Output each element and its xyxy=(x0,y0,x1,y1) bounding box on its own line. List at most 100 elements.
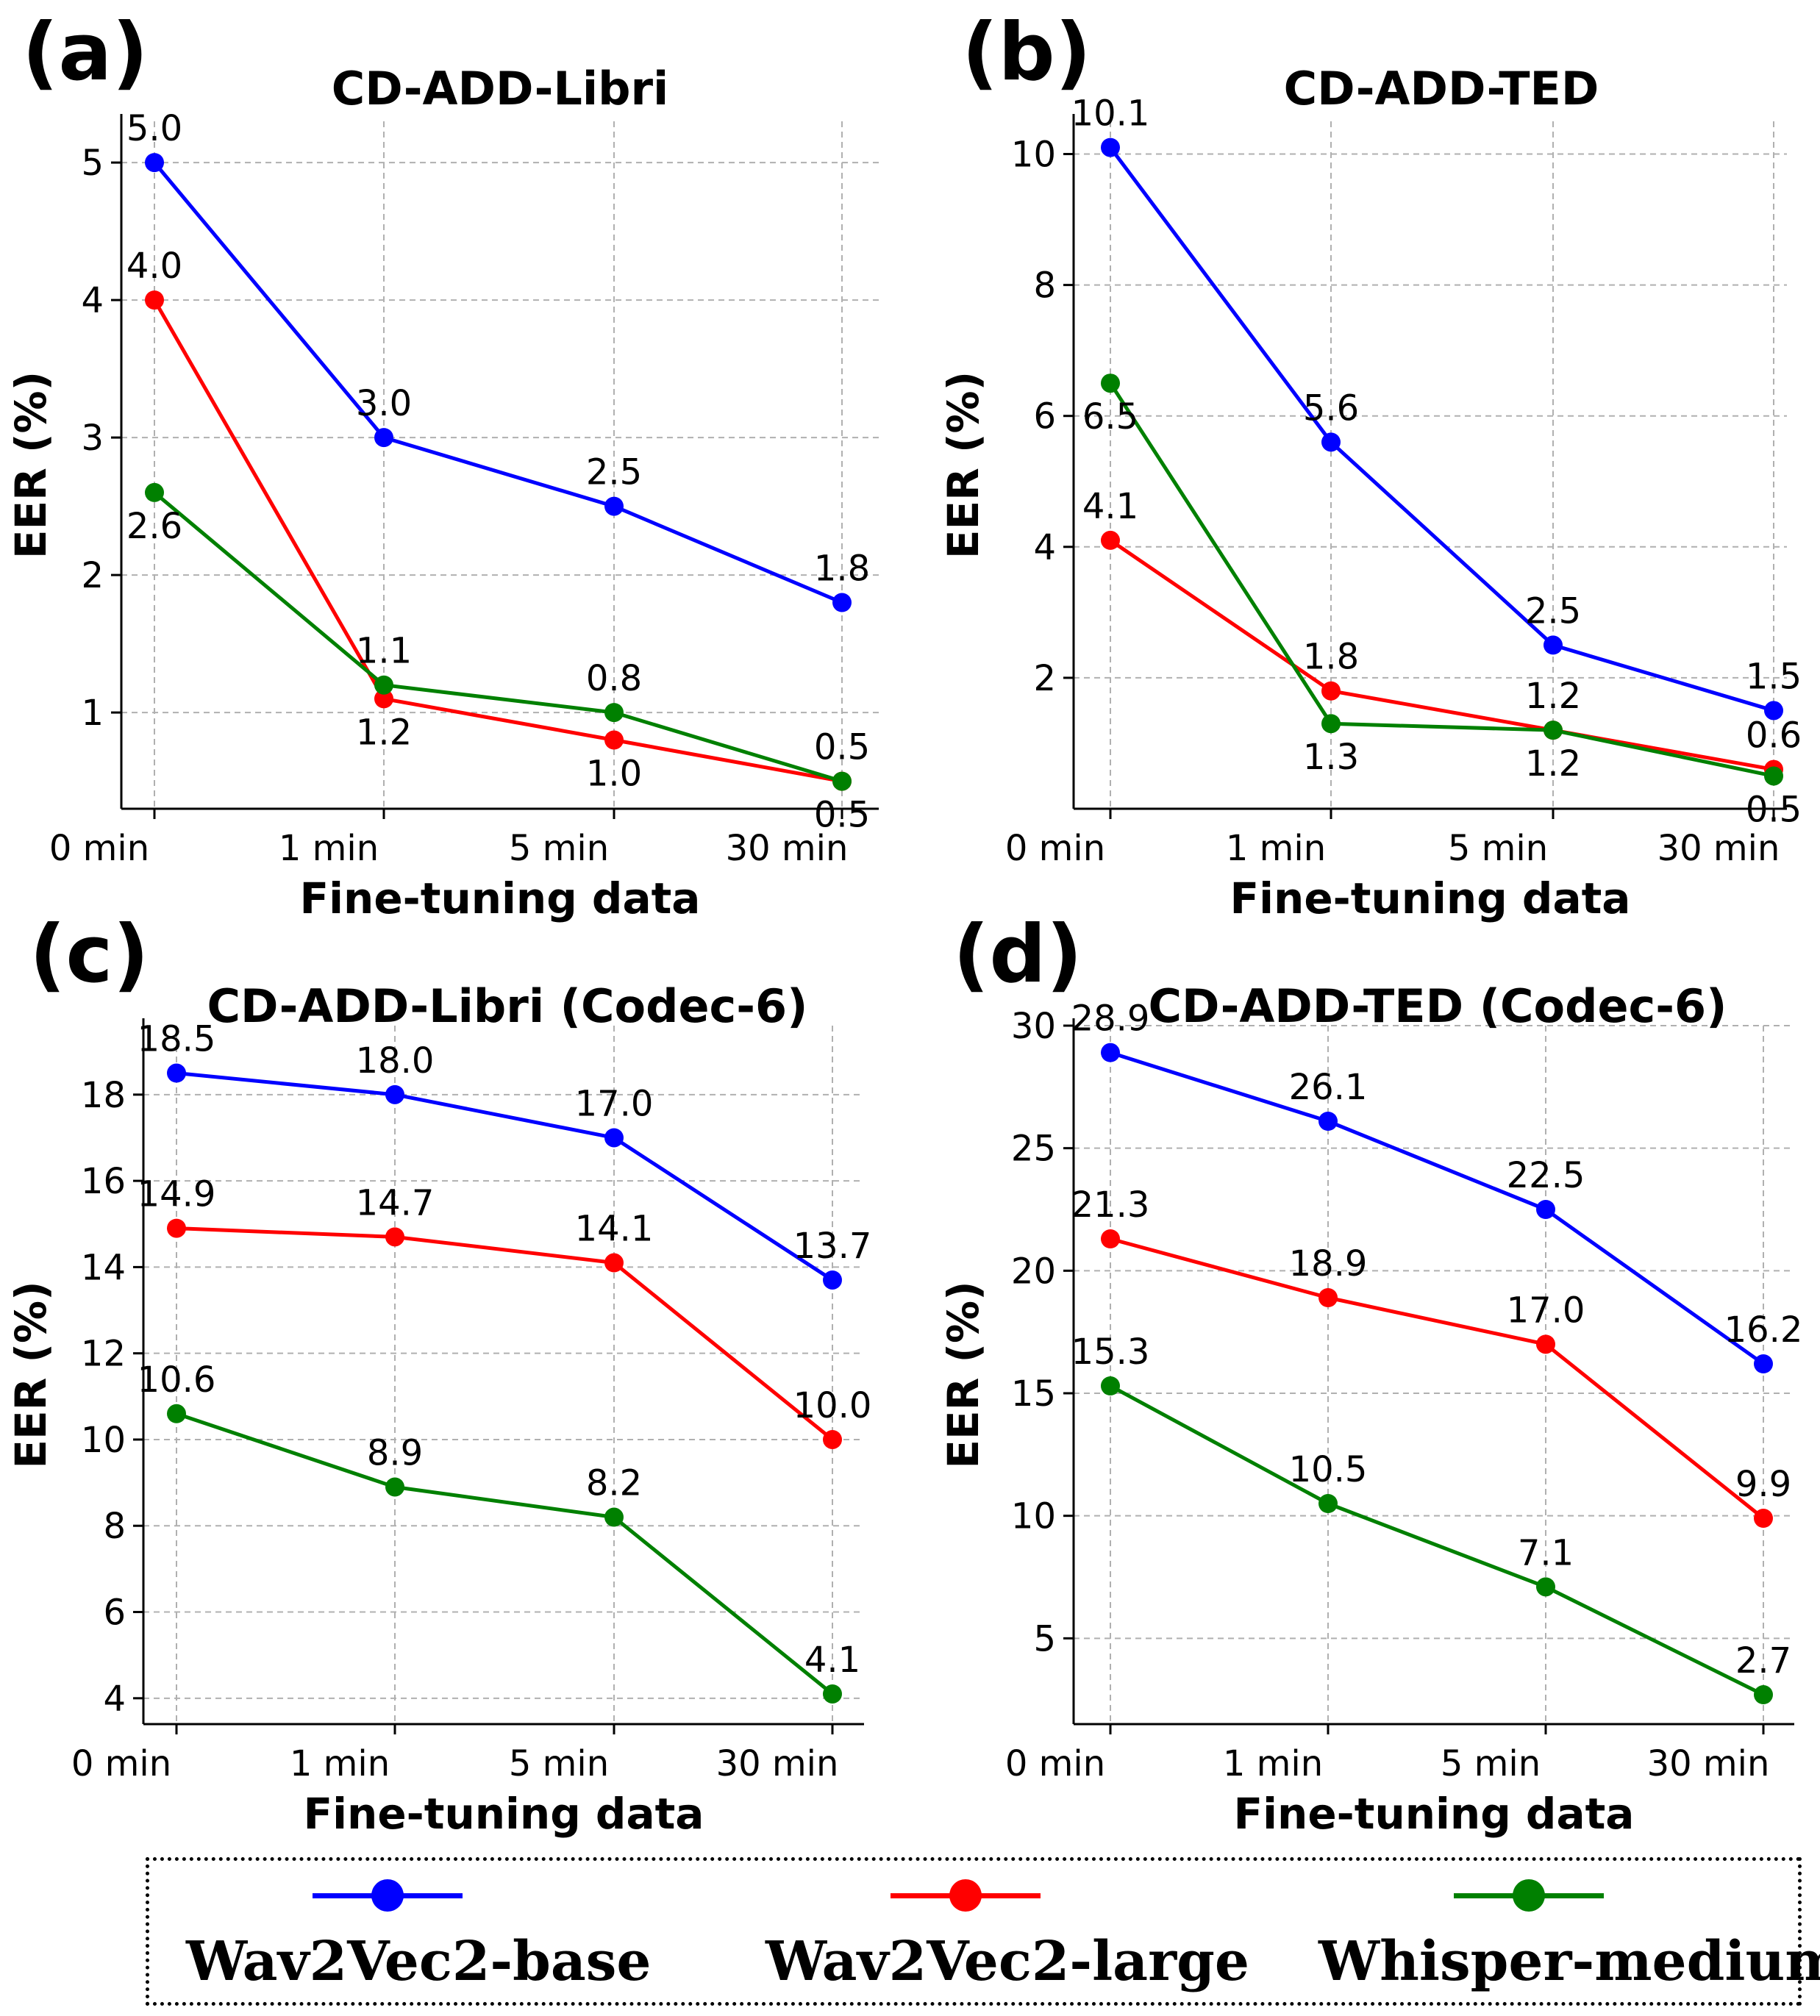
y-tick-label: 8 xyxy=(103,1506,126,1547)
data-label-whisper-medium: 6.5 xyxy=(1082,396,1138,437)
panel-tag-d: (d) xyxy=(953,909,1083,1001)
y-tick-label: 5 xyxy=(81,143,104,184)
data-label-wav2vec2-base: 28.9 xyxy=(1071,998,1150,1040)
data-point-whisper-medium xyxy=(385,1477,404,1497)
x-tick-label: 0 min xyxy=(49,828,149,869)
x-axis-label: Fine-tuning data xyxy=(1234,1789,1635,1839)
data-label-whisper-medium: 7.1 xyxy=(1518,1532,1574,1573)
series-line-whisper-medium xyxy=(153,490,843,783)
data-label-wav2vec2-base: 1.8 xyxy=(814,548,870,590)
y-tick-label: 6 xyxy=(103,1593,126,1634)
data-label-wav2vec2-large: 14.1 xyxy=(575,1209,654,1250)
data-point-whisper-medium xyxy=(1764,766,1783,786)
x-tick-label: 30 min xyxy=(1657,828,1780,869)
x-tick-label: 30 min xyxy=(726,828,849,869)
data-point-wav2vec2-large xyxy=(167,1218,186,1238)
y-tick-label: 30 xyxy=(1011,1006,1056,1047)
y-tick-label: 16 xyxy=(81,1161,126,1202)
data-label-wav2vec2-large: 14.7 xyxy=(356,1182,435,1223)
series-line-whisper-medium xyxy=(1108,382,1774,778)
data-label-wav2vec2-large: 14.9 xyxy=(138,1174,216,1215)
data-label-whisper-medium: 1.3 xyxy=(1303,737,1359,778)
data-label-wav2vec2-large: 21.3 xyxy=(1071,1184,1150,1226)
y-tick-label: 6 xyxy=(1033,396,1056,437)
series-line-wav2vec2-large xyxy=(1109,538,1774,772)
series-line-whisper-medium xyxy=(1109,1384,1765,1697)
data-point-whisper-medium xyxy=(1754,1685,1773,1704)
data-label-wav2vec2-large: 1.2 xyxy=(356,712,412,753)
y-tick-label: 2 xyxy=(1033,658,1056,699)
x-tick-label: 5 min xyxy=(1448,828,1548,869)
data-label-wav2vec2-base: 5.0 xyxy=(126,108,182,149)
data-label-wav2vec2-base: 10.1 xyxy=(1071,93,1150,135)
data-point-wav2vec2-base xyxy=(1764,701,1783,721)
x-tick-label: 30 min xyxy=(716,1743,839,1784)
chart-panel-1: 1 2 3 4 5 0 min 1 min 5 min 30 min Fine-tuning da… xyxy=(6,62,879,923)
data-point-whisper-medium xyxy=(1318,1494,1338,1513)
legend-item-wav2vec2-base: Wav2Vec2-base xyxy=(149,1861,701,2002)
data-label-wav2vec2-base: 18.0 xyxy=(356,1040,435,1082)
chart-panel-3: 4 6 8 10 12 14 16 18 0 min 1 min 5 min 30 min Fine-t… xyxy=(6,979,871,1839)
x-tick-label: 1 min xyxy=(1223,1743,1323,1784)
data-label-wav2vec2-base: 26.1 xyxy=(1289,1067,1368,1108)
y-axis-label: EER (%) xyxy=(6,371,56,559)
data-point-wav2vec2-base xyxy=(1544,635,1563,655)
data-label-wav2vec2-large: 4.0 xyxy=(126,246,182,287)
x-axis-label: Fine-tuning data xyxy=(1230,873,1631,923)
data-point-wav2vec2-base xyxy=(145,153,164,173)
y-tick-label: 1 xyxy=(81,693,104,734)
data-point-wav2vec2-base xyxy=(1536,1200,1555,1219)
x-tick-label: 5 min xyxy=(509,828,609,869)
data-label-wav2vec2-base: 17.0 xyxy=(575,1083,654,1124)
panel-tag-b: (b) xyxy=(962,7,1092,99)
data-label-wav2vec2-large: 1.0 xyxy=(586,754,642,795)
data-label-whisper-medium: 10.6 xyxy=(138,1359,216,1401)
data-label-whisper-medium: 2.7 xyxy=(1735,1640,1791,1681)
data-label-whisper-medium: 15.3 xyxy=(1071,1332,1150,1373)
data-point-wav2vec2-base xyxy=(1101,137,1120,157)
y-tick-label: 4 xyxy=(81,280,104,321)
data-label-wav2vec2-base: 18.5 xyxy=(138,1019,216,1060)
x-tick-label: 0 min xyxy=(71,1743,171,1784)
series-line-wav2vec2-base xyxy=(153,161,843,604)
data-label-wav2vec2-base: 5.6 xyxy=(1303,387,1359,429)
data-label-whisper-medium: 2.6 xyxy=(126,506,182,547)
data-label-wav2vec2-large: 18.9 xyxy=(1289,1243,1368,1284)
y-tick-label: 18 xyxy=(81,1075,126,1116)
legend-marker-wav2vec2-large xyxy=(949,1879,982,1912)
chart-title: CD-ADD-Libri xyxy=(332,62,669,115)
panel-tag-c: (c) xyxy=(29,909,149,1001)
data-point-wav2vec2-large xyxy=(374,689,393,709)
x-tick-label: 1 min xyxy=(1226,828,1326,869)
x-tick-label: 5 min xyxy=(1441,1743,1541,1784)
data-point-wav2vec2-base xyxy=(1754,1354,1773,1373)
x-tick-label: 30 min xyxy=(1647,1743,1770,1784)
data-label-wav2vec2-large: 4.1 xyxy=(1082,486,1138,527)
data-point-whisper-medium xyxy=(832,771,852,791)
data-point-wav2vec2-large xyxy=(1754,1509,1773,1528)
chart-title: CD-ADD-TED xyxy=(1284,62,1599,115)
data-point-whisper-medium xyxy=(374,675,393,695)
y-tick-label: 8 xyxy=(1033,265,1056,307)
legend-label-whisper-medium: Whisper-medium xyxy=(1318,1930,1820,1993)
y-tick-label: 3 xyxy=(81,418,104,459)
y-tick-label: 10 xyxy=(1011,135,1056,176)
y-axis-label: EER (%) xyxy=(938,371,988,559)
panel-tag-a: (a) xyxy=(22,7,149,99)
data-label-whisper-medium: 0.5 xyxy=(1746,789,1802,830)
data-point-wav2vec2-large xyxy=(604,1253,624,1273)
legend-marker-whisper-medium xyxy=(1513,1879,1545,1912)
data-point-wav2vec2-base xyxy=(604,496,624,516)
data-label-whisper-medium: 8.2 xyxy=(586,1463,642,1504)
data-label-whisper-medium: 10.5 xyxy=(1289,1449,1368,1490)
data-point-whisper-medium xyxy=(1101,1376,1120,1395)
data-point-whisper-medium xyxy=(604,1507,624,1527)
data-point-wav2vec2-large xyxy=(1318,1288,1338,1307)
data-point-wav2vec2-large xyxy=(385,1227,404,1247)
data-label-whisper-medium: 1.1 xyxy=(356,631,412,672)
data-point-wav2vec2-large xyxy=(604,730,624,750)
data-point-wav2vec2-base xyxy=(1318,1112,1338,1131)
data-label-wav2vec2-large: 17.0 xyxy=(1507,1290,1585,1331)
data-point-wav2vec2-base xyxy=(167,1063,186,1083)
data-point-wav2vec2-large xyxy=(1101,530,1120,550)
